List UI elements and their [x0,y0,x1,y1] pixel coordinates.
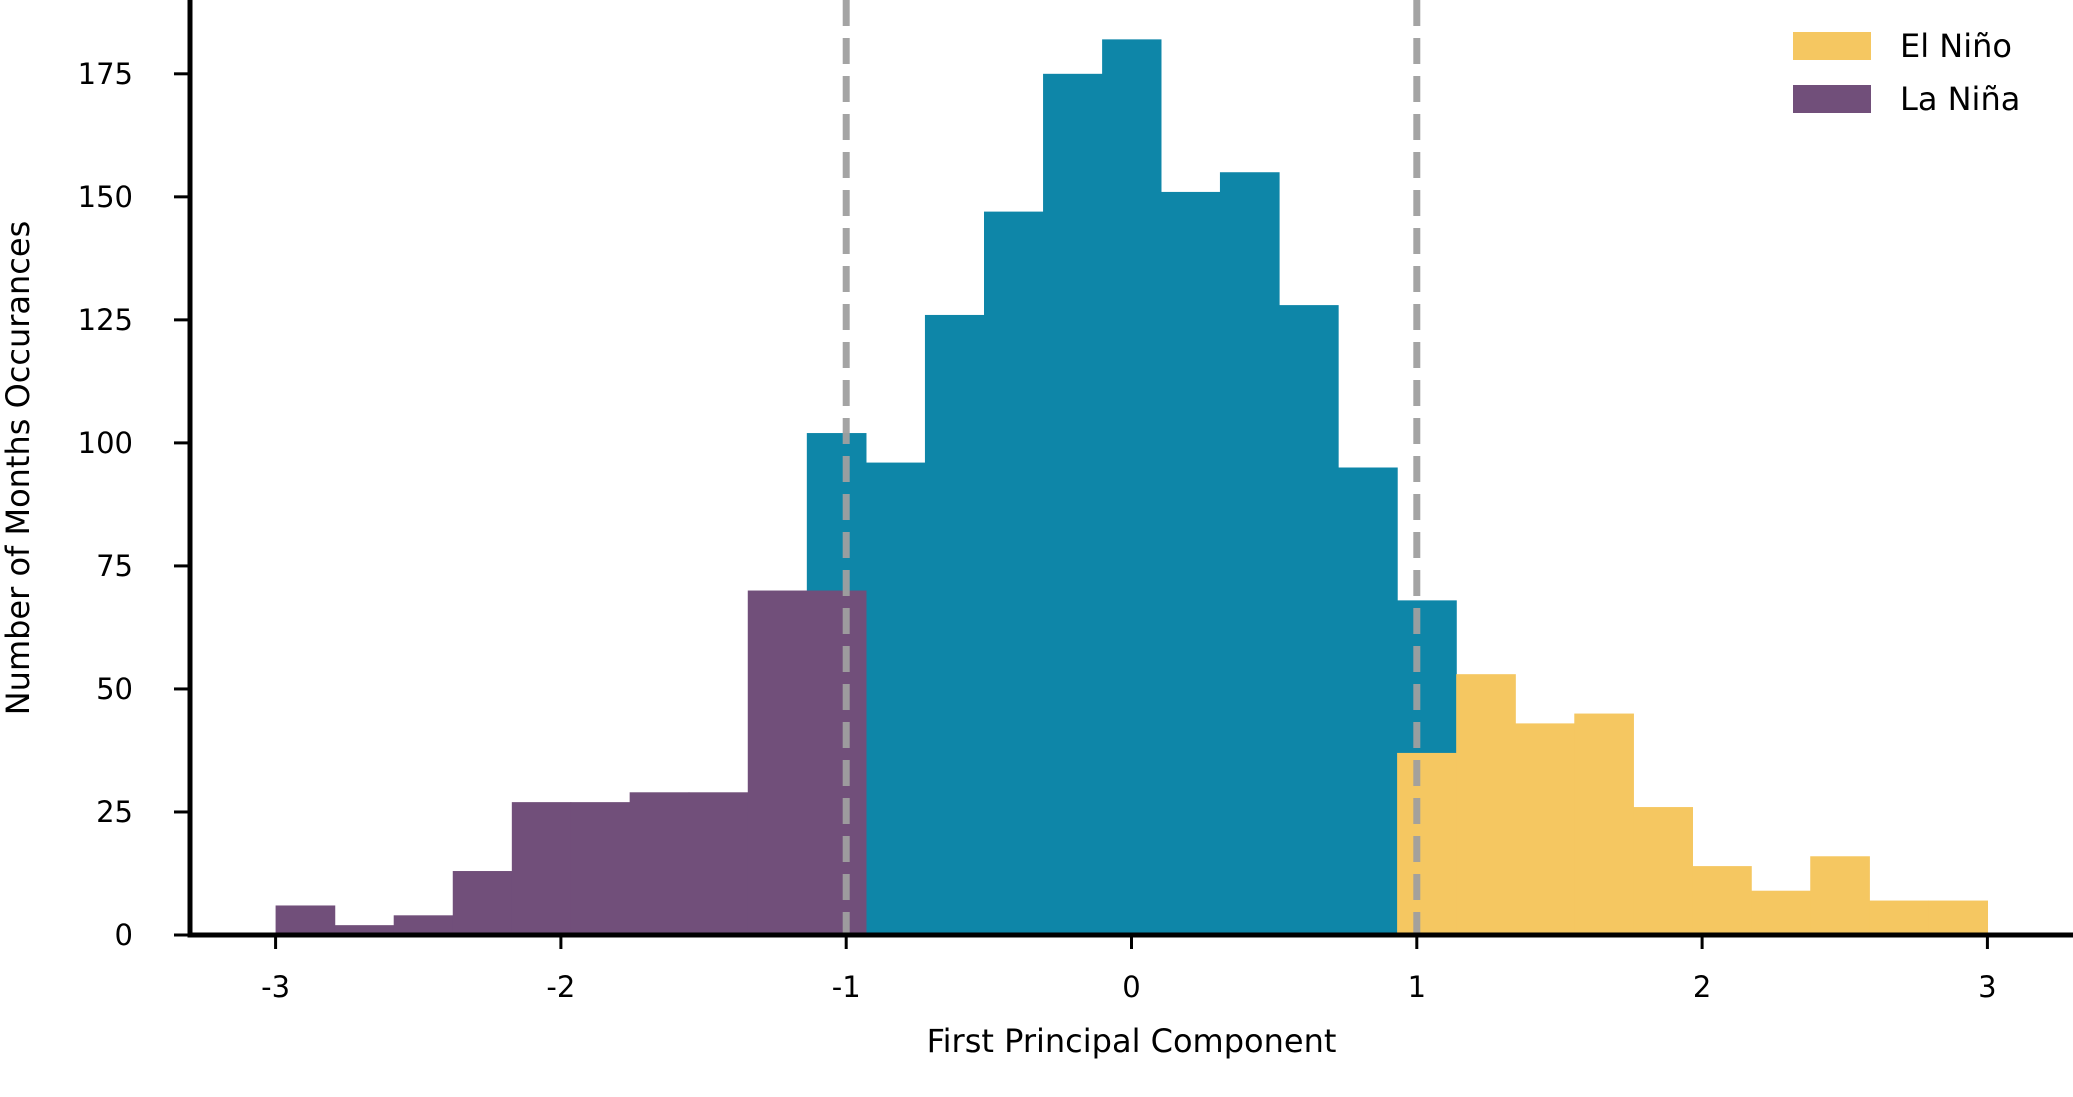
bar-series2-bin21 [1515,723,1575,935]
bar-series2-bin28 [1928,900,1989,935]
y-tick-label-1: 25 [96,795,133,829]
y-axis-title: Number of Months Occurances [0,221,37,716]
y-tick-label-2: 50 [96,672,133,706]
bar-series1-bin2 [393,915,454,935]
y-tick-label-4: 100 [78,426,133,460]
y-tick-label-7: 175 [78,57,133,91]
y-tick-label-3: 75 [96,549,133,583]
y-ticks: 0 25 50 75 100 125 150 175 [78,57,190,952]
bar-series2-bin27 [1869,900,1929,935]
bar-series2-bin25 [1751,890,1811,935]
bar-series1-bin5 [570,802,631,935]
bar-series2-bin23 [1633,807,1694,935]
x-tick-label-4: 1 [1408,970,1426,1004]
x-tick-label-3: 0 [1122,970,1140,1004]
bar-series1-bin1 [334,925,395,935]
x-axis-title: First Principal Component [927,1022,1337,1060]
bar-series0-bin14 [1102,39,1162,936]
legend: El Niño La Niña [1793,27,2020,118]
bar-series1-bin3 [452,871,513,935]
x-tick-label-5: 2 [1693,970,1711,1004]
threshold-lines [842,0,1421,935]
bar-series2-bin26 [1810,856,1870,935]
legend-label-0: El Niño [1900,27,2012,65]
legend-swatch-1 [1793,85,1871,113]
bar-series1-bin9 [806,590,867,935]
bar-series1-bin7 [688,792,749,935]
y-tick-label-5: 125 [78,303,133,337]
bar-series0-bin15 [1160,191,1221,936]
x-tick-label-6: 3 [1978,970,1996,1004]
x-tick-label-1: -2 [546,970,575,1004]
bar-series0-bin11 [924,314,985,935]
x-ticks: -3 -2 -1 0 1 2 3 [261,935,1997,1004]
x-tick-label-2: -1 [832,970,861,1004]
y-tick-label-0: 0 [115,918,133,952]
bar-series0-bin12 [983,211,1044,935]
bar-series1-bin0 [275,905,336,935]
bar-series0-bin10 [865,462,926,935]
legend-label-1: La Niña [1900,80,2020,118]
bar-series0-bin18 [1338,467,1398,935]
legend-swatch-0 [1793,32,1871,60]
bar-series2-bin20 [1456,674,1516,935]
bar-series2-bin24 [1692,866,1752,935]
bar-series2-bin22 [1574,713,1634,935]
bar-series1-bin8 [747,590,808,935]
bar-series0-bin16 [1219,172,1280,936]
y-tick-label-6: 150 [78,180,133,214]
bars-layer [275,39,1989,936]
bar-series2-bin19 [1397,752,1457,935]
bar-series1-bin6 [629,792,690,935]
bar-series1-bin4 [511,802,572,935]
x-tick-label-0: -3 [261,970,290,1004]
bar-series0-bin17 [1279,305,1339,936]
bar-series0-bin13 [1043,73,1103,935]
